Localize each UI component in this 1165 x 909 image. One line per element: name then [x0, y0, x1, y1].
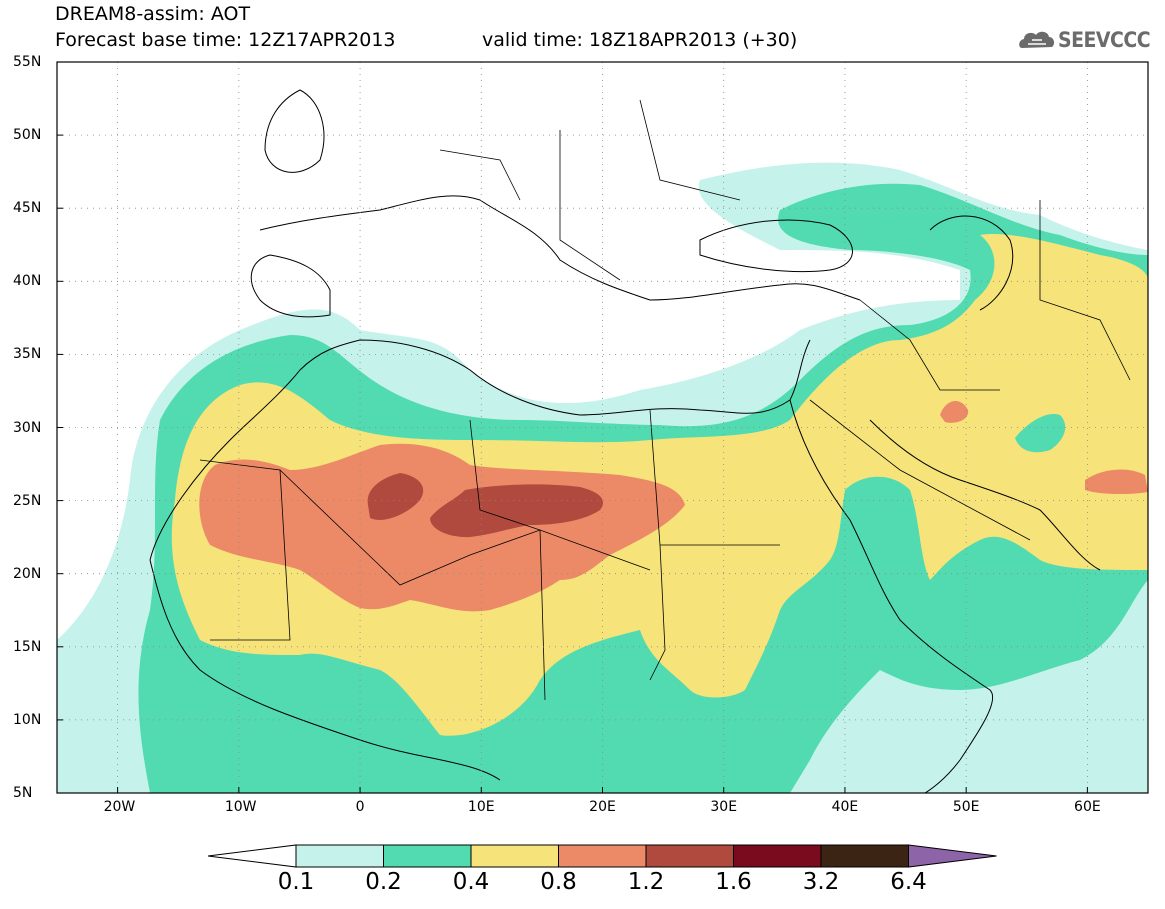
legend-label: 0.1 [277, 869, 315, 895]
lon-label: 10E [467, 799, 495, 815]
legend-colorbar [207, 844, 997, 868]
lat-label: 40N [13, 273, 42, 290]
lat-label: 20N [13, 565, 42, 582]
legend-swatch [295, 844, 384, 868]
lat-label: 30N [13, 419, 42, 436]
lon-label: 60E [1074, 799, 1101, 815]
lon-label: 30E [710, 799, 738, 815]
aot-contour-0.2-iran [1015, 414, 1066, 453]
legend-swatch [645, 844, 734, 868]
legend-label: 0.8 [540, 869, 577, 895]
aot-contour-0.8-arabia [940, 400, 1148, 495]
forecast-base-time: Forecast base time: 12Z17APR2013 [55, 29, 396, 51]
lat-label: 35N [13, 346, 42, 363]
legend-swatch [820, 844, 909, 868]
logo-text: SEEVCCC [1058, 28, 1151, 52]
coastlines [149, 89, 1101, 793]
legend-swatch [470, 844, 559, 868]
aot-contour-1.2 [367, 473, 604, 538]
legend-label: 1.2 [627, 869, 665, 895]
lat-label: 45N [13, 200, 42, 217]
legend-arrow-low [207, 844, 297, 868]
lon-label: 20E [589, 799, 616, 815]
chart-title: DREAM8-assim: AOT [55, 3, 251, 25]
lon-label: 10W [224, 799, 257, 815]
lon-label: 20W [103, 799, 136, 815]
lat-label: 55N [13, 54, 42, 70]
valid-time: valid time: 18Z18APR2013 (+30) [482, 29, 798, 51]
lat-label: 50N [13, 127, 42, 144]
legend-label: 0.2 [365, 869, 402, 895]
lat-label: 15N [13, 638, 42, 655]
legend-label: 3.2 [802, 869, 840, 895]
legend-swatch [383, 844, 472, 868]
legend-swatch [558, 844, 647, 868]
seevccc-cloud-logo-icon [1019, 31, 1055, 48]
lat-label: 25N [13, 492, 42, 509]
legend-swatch [733, 844, 822, 868]
lon-label: 0 [355, 799, 365, 815]
borders [199, 99, 1131, 701]
legend-label: 6.4 [890, 869, 927, 895]
lon-label: 50E [952, 799, 980, 815]
legend-label: 0.4 [452, 869, 490, 895]
axis-ticks [57, 61, 1088, 794]
lon-label: 40E [831, 799, 859, 815]
lat-label: 10N [13, 711, 42, 728]
legend-label: 1.6 [715, 869, 752, 895]
legend-arrow-high [908, 844, 997, 868]
lat-label: 5N [13, 785, 33, 801]
